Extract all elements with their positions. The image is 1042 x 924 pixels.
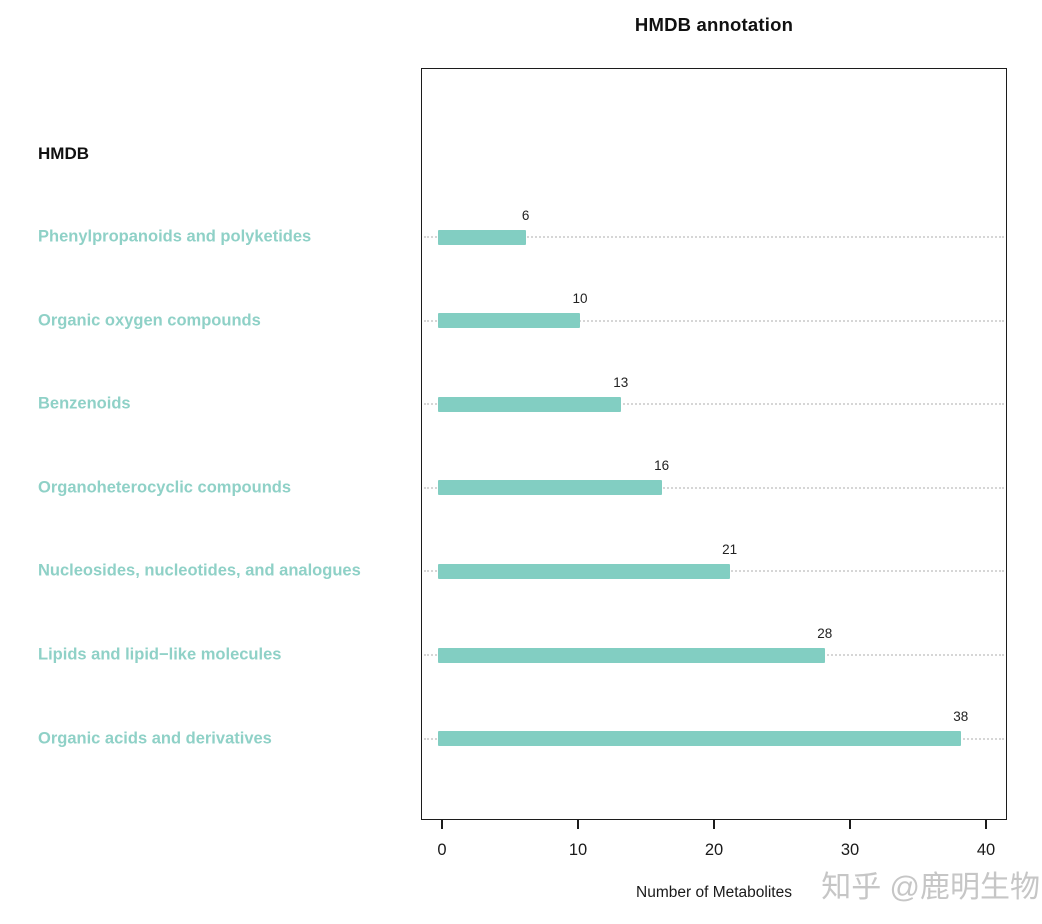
bar xyxy=(438,731,961,747)
x-tick-mark xyxy=(849,820,851,829)
guide-dotted-line xyxy=(424,486,1004,489)
x-tick-label: 40 xyxy=(976,841,996,859)
bar xyxy=(438,396,621,412)
value-label: 28 xyxy=(817,625,833,641)
category-label: Organic oxygen compounds xyxy=(38,311,261,330)
guide-dotted-line xyxy=(424,319,1004,322)
bar xyxy=(438,647,825,663)
x-tick-label: 0 xyxy=(437,841,447,859)
category-label: Lipids and lipid−like molecules xyxy=(38,645,282,664)
x-tick-mark xyxy=(713,820,715,829)
guide-dotted-line xyxy=(424,236,1004,238)
chart-title: HMDB annotation xyxy=(634,14,794,35)
x-tick-label: 30 xyxy=(840,841,860,859)
value-label: 6 xyxy=(521,207,530,223)
value-label: 10 xyxy=(572,291,588,307)
value-label: 16 xyxy=(654,458,670,474)
x-tick-label: 10 xyxy=(568,841,588,859)
bar xyxy=(438,563,730,579)
guide-dotted-line xyxy=(424,403,1004,406)
category-label: Benzenoids xyxy=(38,394,131,413)
category-label: Phenylpropanoids and polyketides xyxy=(38,227,312,246)
category-label: Organic acids and derivatives xyxy=(38,729,272,748)
bar xyxy=(438,480,662,496)
value-label: 38 xyxy=(953,709,969,725)
bar xyxy=(438,229,526,245)
value-label: 21 xyxy=(722,541,738,557)
value-label: 13 xyxy=(613,374,629,390)
x-tick-mark xyxy=(577,820,579,829)
bar xyxy=(438,313,580,329)
x-tick-mark xyxy=(985,820,987,829)
x-tick-mark xyxy=(441,820,443,829)
plot-area xyxy=(421,68,1007,820)
category-label: Nucleosides, nucleotides, and analogues xyxy=(38,561,361,580)
x-axis-title: Number of Metabolites xyxy=(636,884,792,901)
x-tick-label: 20 xyxy=(704,841,724,859)
category-label: Organoheterocyclic compounds xyxy=(38,478,292,497)
y-axis-header: HMDB xyxy=(38,144,89,163)
watermark: 知乎 @鹿明生物 xyxy=(821,871,1040,904)
